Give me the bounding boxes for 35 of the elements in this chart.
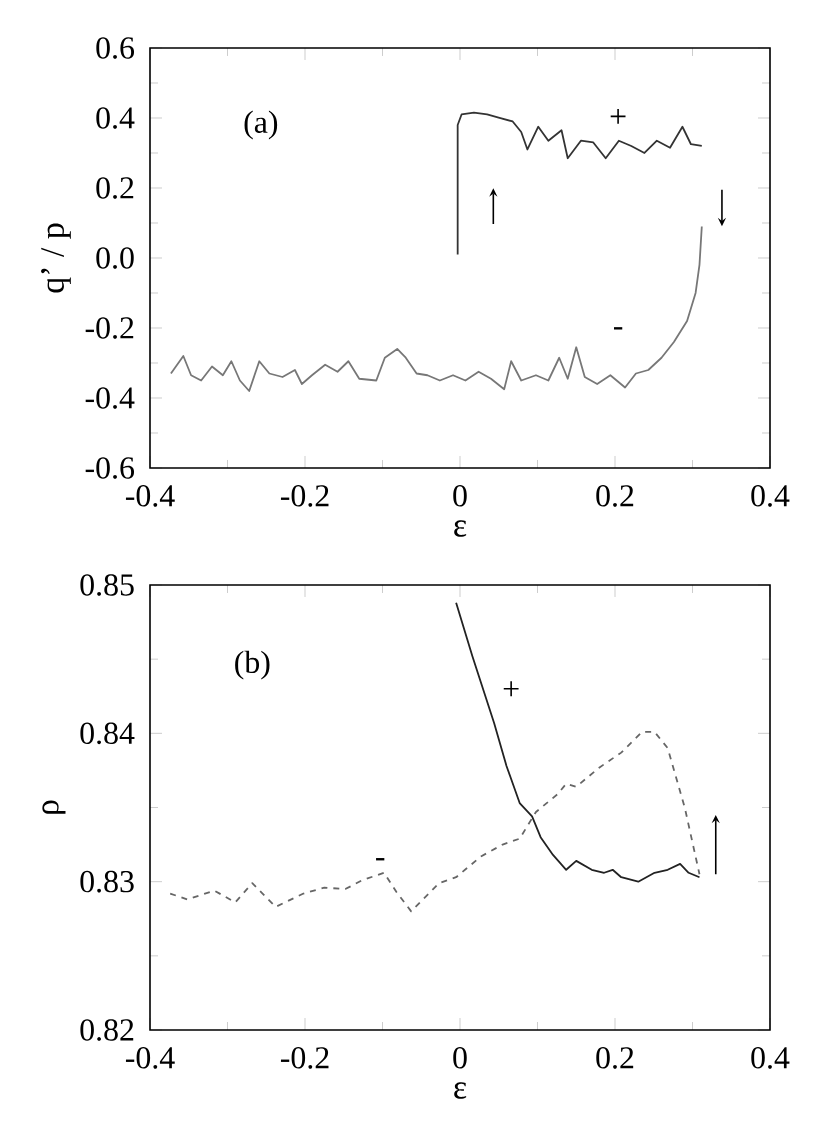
x-tick-label: -0.2 [280,485,329,507]
x-tick-label: 0.2 [596,485,634,507]
y-tick-label: -0.4 [85,387,135,409]
x-axis-title: ε [454,1082,467,1099]
series-label: + [503,681,519,697]
y-tick-label: 0.83 [80,870,134,893]
y-tick-label: 0.85 [80,574,134,596]
line-series [169,730,701,913]
y-tick-label: 0.2 [96,177,134,199]
y-tick-label: 0.84 [80,722,135,745]
annotation: (a) [244,110,278,140]
x-tick-label: 0.4 [751,485,790,507]
x-tick-label: 0 [453,1047,467,1069]
y-tick-label: -0.2 [85,317,134,339]
annotation: (b) [235,650,270,680]
line-series [456,111,703,256]
x-tick-label: -0.2 [280,1047,329,1069]
series-label: - [613,327,623,330]
y-tick-label: -0.6 [85,457,135,479]
x-tick-label: 0.2 [596,1047,634,1069]
x-axis-title: ε [454,520,467,537]
series-label: - [376,858,385,861]
y-axis-title: ρ [42,800,66,814]
x-tick-label: -0.4 [125,1047,175,1069]
y-tick-label: 0.6 [96,37,135,59]
series-label: + [610,108,626,124]
y-tick-label: 0.0 [96,247,134,269]
y-axis-title: q’ / p [41,223,71,293]
y-tick-label: 0.82 [80,1019,134,1041]
x-tick-label: 0 [453,485,467,507]
line-series [170,225,703,392]
x-tick-label: 0.4 [751,1047,790,1069]
y-tick-label: 0.4 [96,107,135,129]
x-tick-label: -0.4 [125,485,175,507]
line-series [455,601,701,883]
